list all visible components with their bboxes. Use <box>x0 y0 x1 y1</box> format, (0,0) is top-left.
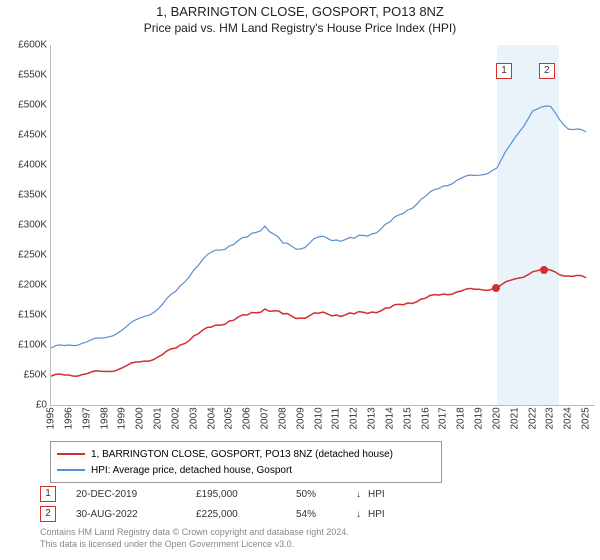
legend-label: HPI: Average price, detached house, Gosp… <box>91 465 292 476</box>
x-axis-tick: 2013 <box>367 407 378 429</box>
transactions-table: 1 20-DEC-2019£195,00050%↓HPI 2 30-AUG-2022£… <box>40 484 408 524</box>
x-axis-tick: 2015 <box>402 407 413 429</box>
x-axis-tick: 1996 <box>63 407 74 429</box>
series-line-hpi <box>51 106 586 348</box>
transaction-row: 2 30-AUG-2022£225,00054%↓HPI <box>40 504 408 524</box>
y-axis-tick: £600K <box>3 40 47 51</box>
chart-container: 1, BARRINGTON CLOSE, GOSPORT, PO13 8NZ P… <box>0 0 600 560</box>
transaction-marker: 2 <box>40 506 56 522</box>
x-axis-tick: 2010 <box>313 407 324 429</box>
y-axis-tick: £250K <box>3 250 47 261</box>
x-axis-tick: 1999 <box>117 407 128 429</box>
transaction-pct: 50% <box>296 489 356 500</box>
chart-title: 1, BARRINGTON CLOSE, GOSPORT, PO13 8NZ <box>0 0 600 21</box>
chart-area: £0£50K£100K£150K£200K£250K£300K£350K£400… <box>50 45 594 405</box>
y-axis-tick: £150K <box>3 310 47 321</box>
down-arrow-icon: ↓ <box>356 489 368 500</box>
x-axis-tick: 2005 <box>224 407 235 429</box>
transaction-pct: 54% <box>296 509 356 520</box>
plot-region: £0£50K£100K£150K£200K£250K£300K£350K£400… <box>50 45 595 406</box>
legend-row: 1, BARRINGTON CLOSE, GOSPORT, PO13 8NZ (… <box>57 446 435 462</box>
x-axis-tick: 2017 <box>438 407 449 429</box>
x-axis-tick: 2023 <box>545 407 556 429</box>
x-axis-tick: 2009 <box>295 407 306 429</box>
y-axis-tick: £500K <box>3 100 47 111</box>
transaction-marker: 1 <box>40 486 56 502</box>
x-axis-tick: 2002 <box>170 407 181 429</box>
x-axis-tick: 2021 <box>509 407 520 429</box>
legend-swatch <box>57 469 85 471</box>
legend-swatch <box>57 453 85 455</box>
y-axis-tick: £0 <box>3 400 47 411</box>
legend-box: 1, BARRINGTON CLOSE, GOSPORT, PO13 8NZ (… <box>50 441 442 483</box>
transaction-hpi-label: HPI <box>368 509 408 520</box>
marker-box: 2 <box>539 63 555 79</box>
transaction-date: 30-AUG-2022 <box>76 509 196 520</box>
chart-subtitle: Price paid vs. HM Land Registry's House … <box>0 21 600 37</box>
plot-svg <box>51 45 595 405</box>
x-axis-tick: 2003 <box>188 407 199 429</box>
transaction-dot <box>540 266 548 274</box>
marker-box: 1 <box>496 63 512 79</box>
x-axis-tick: 1998 <box>99 407 110 429</box>
transaction-date: 20-DEC-2019 <box>76 489 196 500</box>
y-axis-tick: £450K <box>3 130 47 141</box>
x-axis-tick: 2008 <box>277 407 288 429</box>
y-axis-tick: £100K <box>3 340 47 351</box>
transaction-price: £195,000 <box>196 489 296 500</box>
y-axis-tick: £550K <box>3 70 47 81</box>
legend-row: HPI: Average price, detached house, Gosp… <box>57 462 435 478</box>
y-axis-tick: £300K <box>3 220 47 231</box>
transaction-dot <box>492 284 500 292</box>
x-axis-tick: 2022 <box>527 407 538 429</box>
y-axis-tick: £400K <box>3 160 47 171</box>
y-axis-tick: £350K <box>3 190 47 201</box>
footer-attribution: Contains HM Land Registry data © Crown c… <box>40 527 349 550</box>
x-axis-tick: 2006 <box>242 407 253 429</box>
transaction-row: 1 20-DEC-2019£195,00050%↓HPI <box>40 484 408 504</box>
x-axis-tick: 2014 <box>384 407 395 429</box>
transaction-price: £225,000 <box>196 509 296 520</box>
x-axis-tick: 2001 <box>153 407 164 429</box>
x-axis-tick: 2024 <box>563 407 574 429</box>
down-arrow-icon: ↓ <box>356 509 368 520</box>
transaction-hpi-label: HPI <box>368 489 408 500</box>
x-axis-tick: 1997 <box>81 407 92 429</box>
x-axis-tick: 2011 <box>331 408 342 430</box>
x-axis-tick: 2018 <box>456 407 467 429</box>
x-axis-tick: 2007 <box>260 407 271 429</box>
x-axis-tick: 2025 <box>581 407 592 429</box>
footer-line: Contains HM Land Registry data © Crown c… <box>40 527 349 539</box>
y-axis-tick: £50K <box>3 370 47 381</box>
x-axis-tick: 2012 <box>349 407 360 429</box>
legend-label: 1, BARRINGTON CLOSE, GOSPORT, PO13 8NZ (… <box>91 449 393 460</box>
y-axis-tick: £200K <box>3 280 47 291</box>
x-axis-tick: 1995 <box>46 407 57 429</box>
footer-line: This data is licensed under the Open Gov… <box>40 539 349 551</box>
x-axis-tick: 2016 <box>420 407 431 429</box>
x-axis-tick: 2004 <box>206 407 217 429</box>
x-axis-tick: 2020 <box>491 407 502 429</box>
x-axis-tick: 2000 <box>135 407 146 429</box>
x-axis-tick: 2019 <box>474 407 485 429</box>
